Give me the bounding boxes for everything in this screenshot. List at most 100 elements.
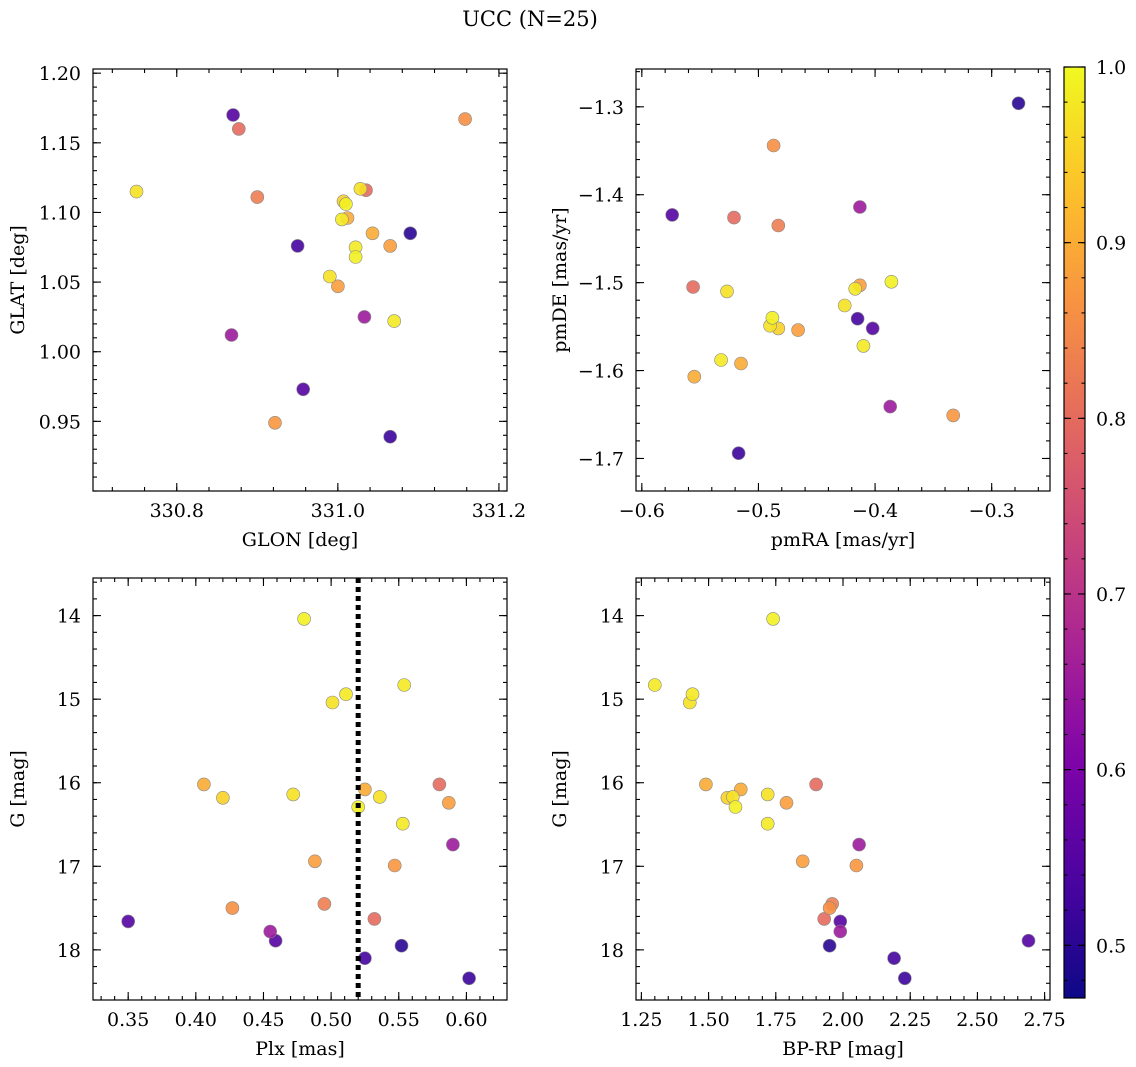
colorbar-frame: [1063, 66, 1086, 999]
point-star-14: [791, 323, 805, 337]
x-tick-label: 1.75: [755, 1009, 797, 1031]
point-star-16: [687, 369, 702, 384]
point-star-23: [397, 678, 412, 692]
point-star-13: [849, 858, 864, 873]
y-tick-label: 17: [57, 856, 81, 878]
x-tick-label: 2.75: [1023, 1009, 1065, 1031]
point-star-8: [263, 924, 278, 939]
point-star-9: [357, 310, 372, 324]
point-star-12: [817, 912, 832, 926]
point-star-10: [865, 321, 880, 336]
x-tick-label: −0.5: [735, 500, 781, 522]
point-star-6: [887, 951, 901, 966]
point-star-21: [297, 612, 311, 626]
point-star-8: [224, 328, 239, 342]
x-tick-label: 1.50: [687, 1009, 729, 1031]
point-star-13: [387, 858, 402, 873]
y-axis-label: G [mag]: [7, 750, 29, 828]
y-tick-label: 1.20: [39, 63, 81, 85]
point-star-16: [197, 777, 211, 792]
point-star-12: [367, 912, 382, 926]
points-glon-glat: [129, 108, 472, 444]
point-star-25: [728, 800, 743, 814]
x-tick-label: 0.50: [310, 1009, 352, 1031]
point-star-21: [348, 250, 363, 264]
x-axis-label: Plx [mas]: [255, 1038, 345, 1060]
point-star-10: [121, 914, 135, 929]
point-star-18: [216, 790, 230, 805]
point-star-7: [394, 938, 409, 953]
point-star-25: [765, 310, 780, 325]
y-tick-label: −1.3: [578, 97, 624, 119]
x-tick-label: 1.25: [620, 1009, 662, 1031]
point-star-9: [853, 200, 867, 214]
point-star-7: [1011, 96, 1026, 111]
point-star-9: [446, 837, 460, 852]
y-tick-label: 17: [600, 856, 624, 878]
y-tick-label: 14: [600, 606, 624, 628]
panel-bprp-g: 1.25 1.50 1.75 2.00 2.25 2.50 2.75 14 15 16 17 18 BP…: [549, 577, 1066, 1060]
x-tick-label: −0.3: [969, 500, 1015, 522]
axes-frame: [92, 577, 508, 1001]
y-tick-label: −1.7: [578, 448, 624, 470]
point-star-9: [852, 837, 866, 852]
y-tick-label: 16: [57, 773, 81, 795]
point-star-4: [250, 190, 265, 204]
y-tick-label: 1.10: [39, 202, 81, 224]
y-axis-label: G [mag]: [549, 750, 571, 828]
colorbar-tick-label: 0.6: [1096, 760, 1126, 782]
point-star-22: [720, 284, 734, 299]
point-star-24: [395, 816, 410, 831]
y-tick-label: 18: [57, 940, 81, 962]
point-star-15: [795, 854, 810, 869]
panel-plx-g: 0.35 0.40 0.45 0.50 0.55 0.60 14 15 16 17 18 Plx [m…: [7, 577, 508, 1060]
colorbar-tick-label: 0.7: [1096, 584, 1126, 606]
point-star-21: [884, 274, 899, 289]
y-tick-label: 1.15: [39, 133, 81, 155]
x-axis-label: BP-RP [mag]: [782, 1038, 904, 1060]
point-star-13: [268, 415, 282, 430]
panels: 330.8 331.0 331.2 0.95 1.00 1.05 1.10 1.15 1.20 G…: [7, 63, 1066, 1060]
point-star-22: [322, 269, 337, 284]
panel-glon-glat: 330.8 331.0 331.2 0.95 1.00 1.05 1.10 1.15 1.20 G…: [7, 63, 526, 551]
x-tick-label: −0.6: [619, 500, 665, 522]
colorbar-tick-label: 0.9: [1096, 233, 1126, 255]
y-tick-label: −1.6: [578, 361, 624, 383]
point-star-24: [760, 816, 775, 831]
x-tick-label: 0.55: [378, 1009, 420, 1031]
x-tick-label: 0.45: [242, 1009, 284, 1031]
point-star-7: [403, 226, 418, 241]
x-tick-label: −0.4: [852, 500, 898, 522]
figure-title: UCC (N=25): [462, 7, 598, 31]
point-star-14: [779, 795, 794, 810]
point-star-19: [353, 182, 368, 196]
points-bprp-g: [647, 612, 1036, 986]
x-tick-label: 0.40: [175, 1009, 217, 1031]
x-axis-label: GLON [deg]: [242, 529, 358, 551]
point-star-13: [946, 408, 961, 423]
x-tick-label: 2.50: [956, 1009, 998, 1031]
point-star-15: [308, 854, 322, 869]
point-star-22: [372, 790, 387, 804]
point-star-20: [685, 687, 700, 702]
point-star-19: [837, 298, 852, 313]
axes-frame: [635, 68, 1051, 492]
point-star-3: [232, 122, 246, 136]
point-star-3: [809, 777, 823, 792]
point-star-1: [760, 787, 775, 802]
y-tick-label: 1.00: [39, 342, 81, 364]
y-tick-label: 18: [600, 940, 624, 962]
point-star-20: [856, 339, 871, 353]
point-star-20: [339, 687, 353, 702]
point-star-15: [383, 239, 398, 253]
point-star-3: [432, 777, 447, 792]
points-plx-g: [121, 612, 476, 986]
y-tick-label: 1.05: [39, 272, 81, 294]
axes-frame: [92, 68, 508, 492]
colorbar-tick-label: 0.5: [1096, 935, 1126, 957]
y-tick-label: 15: [600, 689, 624, 711]
x-tick-label: 2.25: [889, 1009, 931, 1031]
point-star-14: [331, 279, 345, 294]
x-tick-label: 2.00: [822, 1009, 864, 1031]
